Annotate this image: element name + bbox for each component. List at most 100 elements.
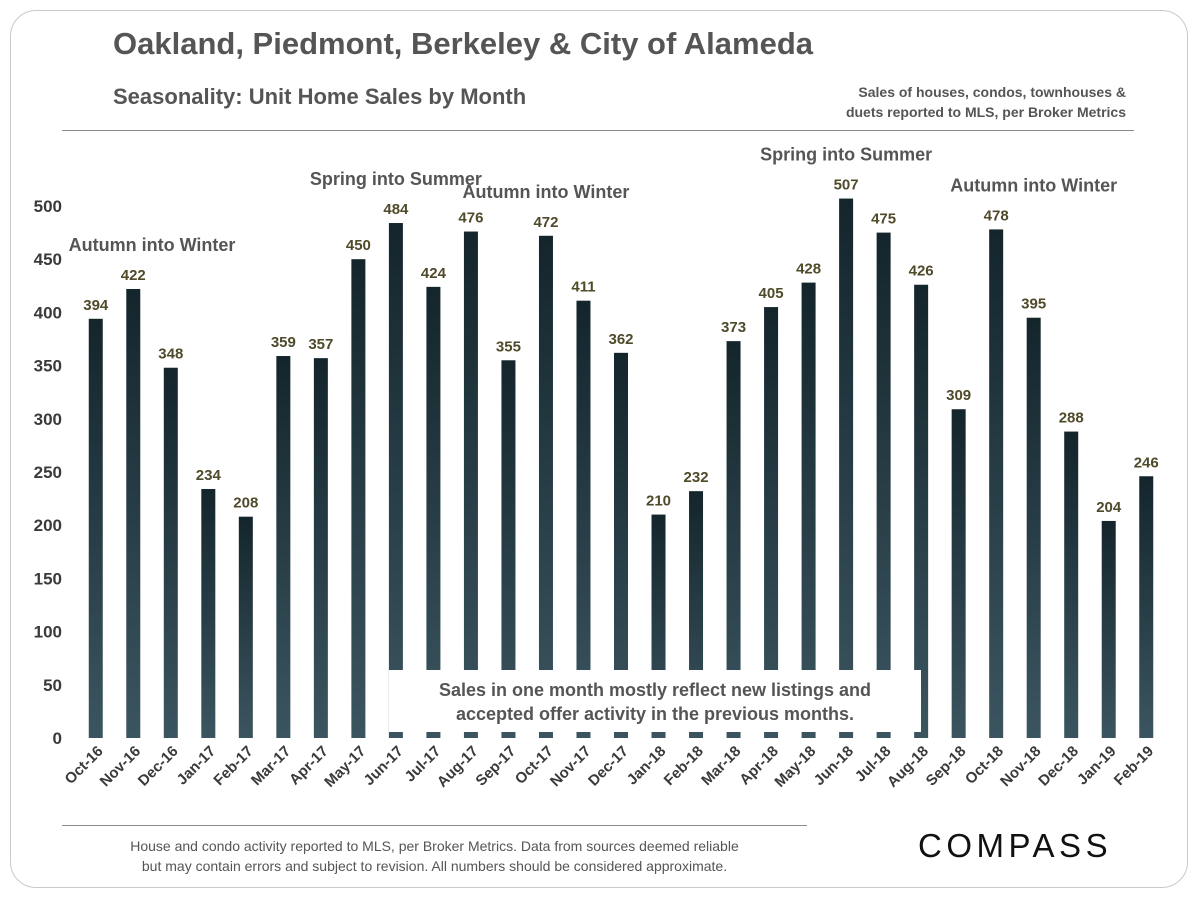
y-tick-label: 100 xyxy=(34,623,62,642)
x-tick-label: Mar-17 xyxy=(248,743,294,789)
bar xyxy=(989,229,1004,738)
bar xyxy=(764,307,779,738)
source-note: Sales of houses, condos, townhouses & du… xyxy=(766,82,1126,122)
bar xyxy=(426,286,441,738)
x-tick-label: Mar-18 xyxy=(698,743,744,789)
data-label: 309 xyxy=(946,387,971,404)
data-label: 210 xyxy=(646,493,671,510)
callout-line-1: Sales in one month mostly reflect new li… xyxy=(438,680,872,700)
data-labels: 394 422 348 234 208 359 357 450 484 424 476 355 472 4… xyxy=(83,177,1159,516)
bar xyxy=(501,360,516,738)
data-label: 394 xyxy=(83,297,109,314)
source-note-line-2: duets reported to MLS, per Broker Metric… xyxy=(845,104,1126,120)
x-tick-label: Feb-19 xyxy=(1111,743,1157,789)
data-label: 405 xyxy=(759,285,784,302)
data-label: 373 xyxy=(721,319,746,336)
data-label: 484 xyxy=(383,201,409,218)
data-label: 422 xyxy=(121,267,146,284)
bar xyxy=(1101,520,1116,738)
data-label: 234 xyxy=(196,467,222,484)
x-tick-label: Feb-18 xyxy=(661,743,707,789)
y-tick-label: 250 xyxy=(34,463,62,482)
x-tick-label: Nov-18 xyxy=(997,743,1044,790)
season-annotation: Spring into Summer xyxy=(310,169,482,189)
bar xyxy=(1064,431,1079,738)
x-tick-label: Dec-16 xyxy=(135,743,182,790)
bar xyxy=(576,300,591,738)
bar xyxy=(914,284,929,738)
bar xyxy=(463,231,478,738)
y-tick-label: 500 xyxy=(34,197,62,216)
bar xyxy=(351,259,366,738)
data-label: 204 xyxy=(1096,499,1122,516)
data-label: 348 xyxy=(158,346,183,363)
callout-line-2: accepted offer activity in the previous … xyxy=(455,704,855,724)
x-tick-label: Jan-17 xyxy=(174,743,220,789)
bar xyxy=(238,516,253,738)
data-label: 472 xyxy=(533,214,558,231)
bar xyxy=(614,352,628,738)
bar xyxy=(801,282,816,738)
x-tick-label: May-17 xyxy=(321,743,369,791)
data-label: 362 xyxy=(608,331,633,348)
chart-subtitle: Seasonality: Unit Home Sales by Month xyxy=(113,84,527,109)
data-label: 428 xyxy=(796,261,821,278)
bar xyxy=(201,489,216,738)
x-tick-label: Jan-19 xyxy=(1074,743,1120,789)
x-tick-label: Jan-18 xyxy=(624,743,670,789)
y-tick-label: 0 xyxy=(53,729,62,748)
x-axis: Oct-16Nov-16Dec-16Jan-17Feb-17Mar-17Apr-… xyxy=(62,743,1158,791)
bar xyxy=(388,223,403,739)
season-annotation: Autumn into Winter xyxy=(950,175,1117,195)
x-tick-label: Aug-18 xyxy=(884,743,932,791)
y-tick-label: 400 xyxy=(34,303,62,322)
x-tick-label: Nov-17 xyxy=(547,743,594,790)
bar xyxy=(1139,476,1154,738)
bar xyxy=(839,198,854,738)
data-label: 411 xyxy=(571,279,595,296)
footer-note: House and condo activity reported to MLS… xyxy=(62,836,807,876)
x-tick-label: May-18 xyxy=(771,743,819,791)
bar xyxy=(876,232,891,738)
bar xyxy=(538,235,553,739)
footer-divider xyxy=(62,825,807,826)
bar xyxy=(1026,317,1041,738)
compass-logo: COMPASS xyxy=(918,820,1138,870)
x-tick-label: Jun-17 xyxy=(361,743,407,789)
chart-title: Oakland, Piedmont, Berkeley & City of Al… xyxy=(113,26,813,61)
data-label: 424 xyxy=(421,265,447,282)
y-tick-label: 150 xyxy=(34,569,62,588)
bar xyxy=(276,356,291,738)
data-label: 357 xyxy=(308,336,333,353)
x-tick-label: Aug-17 xyxy=(434,743,482,791)
bar xyxy=(726,341,741,738)
y-tick-label: 200 xyxy=(34,516,62,535)
x-tick-label: Sep-17 xyxy=(472,743,519,790)
y-tick-label: 350 xyxy=(34,357,62,376)
season-annotation: Autumn into Winter xyxy=(69,235,236,255)
data-label: 246 xyxy=(1134,454,1159,471)
bar xyxy=(951,409,966,738)
data-label: 232 xyxy=(684,469,709,486)
x-tick-label: Nov-16 xyxy=(97,743,144,790)
y-tick-label: 300 xyxy=(34,410,62,429)
header-divider xyxy=(62,130,1134,131)
season-annotation: Autumn into Winter xyxy=(463,182,630,202)
data-label: 507 xyxy=(834,177,859,194)
data-label: 450 xyxy=(346,237,371,254)
logo-text: COMPASS xyxy=(918,827,1112,864)
data-label: 475 xyxy=(871,211,896,228)
data-label: 426 xyxy=(909,263,934,280)
bar-series xyxy=(88,198,1154,739)
data-label: 355 xyxy=(496,338,521,355)
source-note-line-1: Sales of houses, condos, townhouses & xyxy=(858,84,1126,100)
data-label: 395 xyxy=(1021,296,1046,313)
y-axis: 0 50 100 150 200 250 300 350 400 450 500 xyxy=(34,197,62,748)
footer-note-line-2: but may contain errors and subject to re… xyxy=(141,858,728,874)
y-tick-label: 50 xyxy=(43,676,62,695)
x-tick-label: Dec-18 xyxy=(1035,743,1082,790)
x-tick-label: Feb-17 xyxy=(210,743,256,789)
season-annotation: Spring into Summer xyxy=(760,145,932,165)
x-tick-label: Sep-18 xyxy=(923,743,970,790)
